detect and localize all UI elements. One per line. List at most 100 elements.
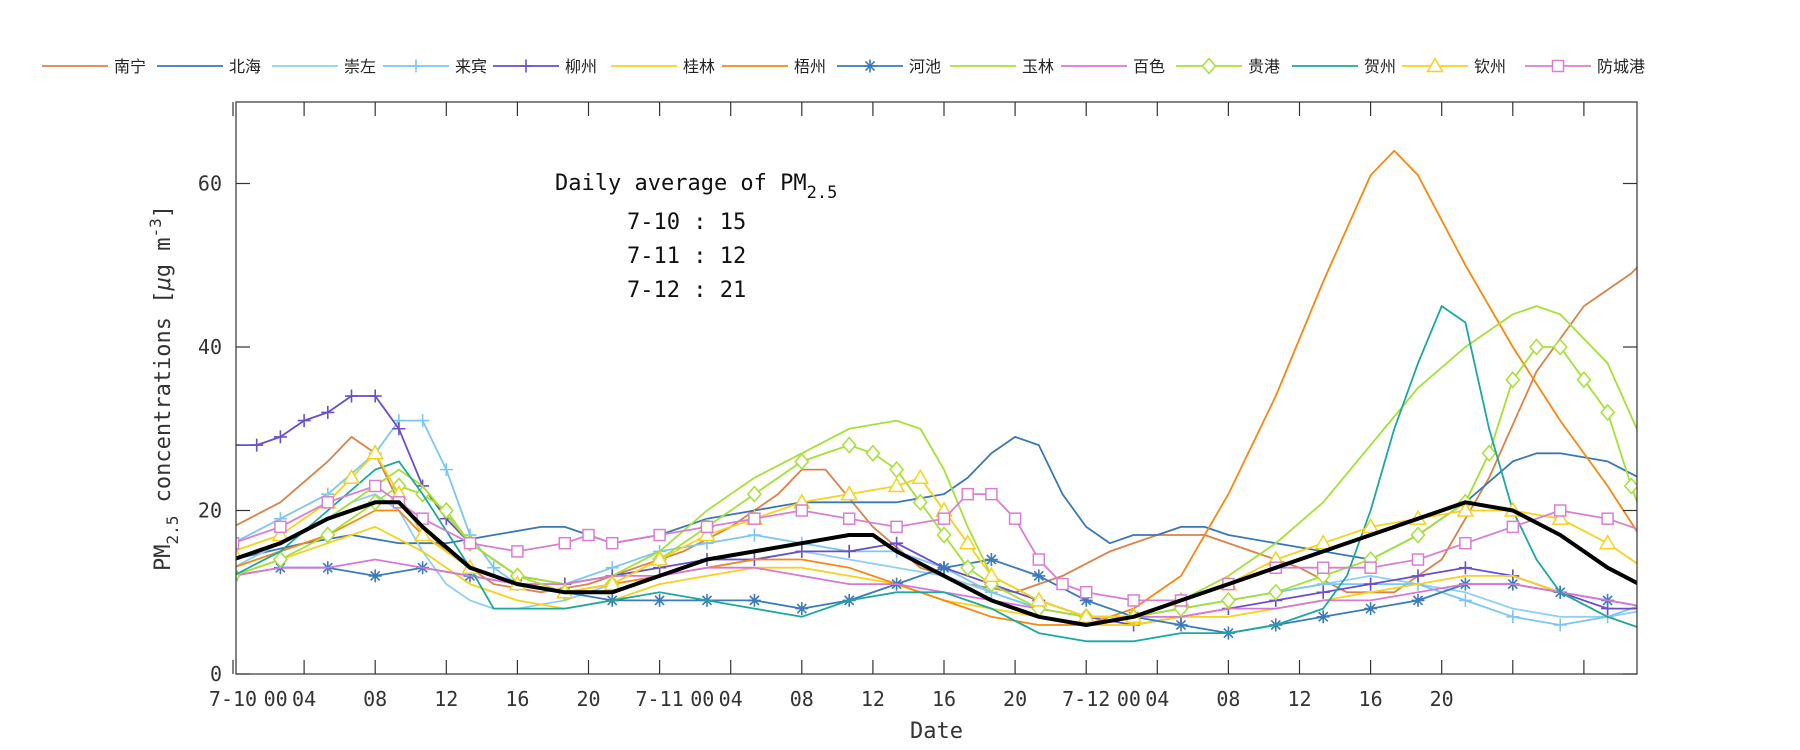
series-钦州 (236, 444, 1800, 624)
data-point (1600, 403, 1616, 422)
x-tick-label: 08 (1216, 687, 1240, 711)
x-tick-label: 16 (932, 687, 956, 711)
data-point (748, 512, 761, 525)
x-tick-label: 08 (363, 687, 387, 711)
x-tick-label: 16 (505, 687, 529, 711)
y-axis-title-mu: μ (151, 277, 176, 291)
series-mean (236, 500, 1637, 627)
data-point (936, 526, 952, 544)
data-point (747, 528, 761, 542)
legend-label: 崇左 (344, 57, 376, 76)
data-point (297, 414, 311, 428)
daily-average-annotation: Daily average of PM2.5 7-10 : 15 7-11 : … (555, 171, 837, 303)
data-point (1506, 610, 1520, 624)
y-axis-title-close: ] (151, 205, 176, 218)
plot-frame (235, 101, 1638, 675)
x-tick-label: 20 (1003, 687, 1027, 711)
legend-label: 梧州 (794, 57, 826, 76)
data-point (985, 487, 998, 501)
legend-item-梧州: 梧州 (722, 57, 826, 76)
data-point (272, 550, 288, 569)
legend-label: 贺州 (1364, 57, 1396, 76)
data-point (1316, 610, 1330, 624)
series-line (236, 266, 1637, 594)
plot-area (236, 149, 1800, 643)
legend-marker (519, 59, 533, 73)
legend-label: 南宁 (114, 57, 146, 76)
data-point (653, 528, 666, 542)
x-tick-label: 00 (264, 687, 288, 711)
x-tick-label: 7-10 (209, 687, 257, 711)
data-point (747, 593, 761, 607)
data-point (1790, 470, 1800, 483)
y-axis-title-main: PM (151, 545, 176, 572)
annotation-title-sub: 2.5 (807, 183, 838, 203)
data-point (1268, 583, 1284, 601)
data-point (1650, 530, 1661, 541)
data-point (236, 547, 242, 558)
legend-marker (1426, 56, 1444, 73)
legend-item-河池: 河池 (837, 57, 941, 76)
data-point (1598, 534, 1617, 550)
data-point (1411, 553, 1425, 566)
data-point (236, 570, 241, 582)
legend: 南宁 北海 崇左 来宾 柳州 桂林 梧州 河池 玉林 百色 贵港 贺州 钦州 防城港 (42, 56, 1645, 76)
legend-label: 百色 (1133, 57, 1165, 76)
data-point (1032, 553, 1046, 566)
data-point (1792, 505, 1800, 516)
series-桂林 (236, 526, 1637, 628)
data-point (1696, 577, 1709, 592)
data-point (250, 438, 264, 452)
data-point (890, 520, 903, 534)
data-point (1791, 503, 1800, 518)
legend-item-崇左: 崇左 (272, 57, 376, 76)
data-point (1481, 444, 1497, 462)
data-point (1411, 569, 1425, 583)
data-point (1079, 586, 1093, 599)
data-point (1672, 568, 1685, 583)
y-axis-title-sub: 2.5 (163, 516, 182, 545)
data-point (937, 512, 951, 525)
data-point (1720, 577, 1733, 592)
series-line (236, 436, 1637, 561)
data-point (961, 487, 974, 501)
x-tick-label: 00 (1117, 687, 1141, 711)
x-axis: 7-10 00 04 08 12 16 20 7-11 00 04 08 12 16 20 7-12 00 04… (209, 102, 1585, 711)
data-point (1364, 602, 1378, 616)
data-point (1791, 578, 1800, 591)
series-line (236, 500, 1637, 627)
legend-item-桂林: 桂林 (611, 57, 715, 76)
data-point (1742, 536, 1757, 549)
legend-marker (1551, 59, 1565, 73)
y-axis-title-unit: g m (151, 237, 176, 277)
data-point (236, 444, 240, 446)
legend-item-贺州: 贺州 (1292, 57, 1396, 76)
annotation-title: Daily average of PM2.5 (555, 171, 837, 203)
y-axis-title-rest: concentrations [ (151, 290, 176, 515)
data-point (413, 526, 432, 542)
x-tick-label: 04 (719, 687, 743, 711)
data-point (321, 405, 335, 419)
data-point (1056, 577, 1069, 591)
data-point (911, 468, 930, 485)
data-point (1649, 594, 1662, 607)
legend-label: 桂林 (683, 57, 715, 76)
legend-marker (409, 59, 423, 73)
x-tick-label: 12 (434, 687, 458, 711)
data-point (841, 436, 857, 454)
data-point (890, 536, 904, 550)
data-point (1648, 568, 1663, 581)
legend-marker (863, 59, 877, 73)
annotation-title-main: Daily average of PM (555, 171, 807, 196)
data-point (653, 593, 667, 607)
data-point (487, 561, 501, 575)
data-point (438, 501, 454, 520)
data-point (1505, 371, 1521, 389)
data-point (1791, 479, 1800, 492)
data-point (795, 504, 809, 517)
data-point (321, 496, 335, 509)
data-point (982, 566, 1001, 583)
data-point (1743, 520, 1756, 533)
y-tick-label: 20 (198, 499, 222, 523)
